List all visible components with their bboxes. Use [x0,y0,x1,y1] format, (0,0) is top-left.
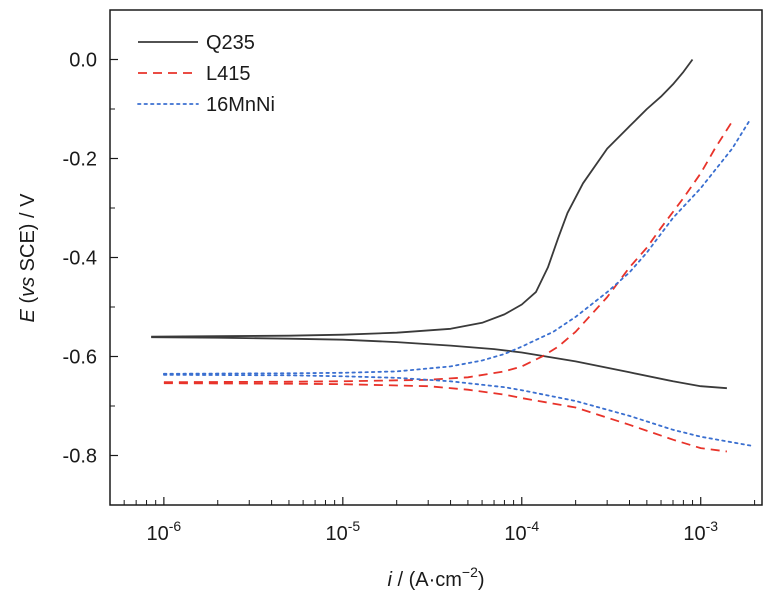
y-tick-label: -0.8 [63,446,97,468]
y-axis-title: E (vs SCE) / V [17,193,39,323]
legend: Q235 L415 16MnNi [137,32,275,116]
y-tick-label: -0.2 [63,149,97,171]
series-line-Q235-cathodic [151,336,727,390]
y-axis: 0.0 -0.2 -0.4 -0.6 -0.8 [63,9,118,506]
x-tick-label: 10-3 [683,518,718,545]
y-tick-label: 0.0 [69,50,97,72]
y-axis-title-var: E [17,308,39,322]
x-tick-mantissa: 10 [504,523,526,545]
series-line-L415-cathodic [163,382,728,453]
series-layer [151,58,752,453]
legend-label: Q235 [206,32,255,54]
x-axis-title: i / (A·cm−2) [387,564,484,591]
series-line-16MnNi-anodic [162,118,752,375]
x-tick-mantissa: 10 [325,523,347,545]
y-axis-title-unit: SCE) / V [17,193,39,277]
x-tick-exponent: -5 [348,518,361,534]
x-axis-title-close: ) [478,569,485,591]
x-axis-title-sup: −2 [462,564,478,580]
y-tick-label: -0.4 [63,248,97,270]
legend-label: 16MnNi [206,94,275,116]
series-line-16MnNi-cathodic [162,373,752,447]
y-axis-title-vs: vs [17,277,39,297]
x-tick-exponent: -4 [527,518,540,534]
x-tick-mantissa: 10 [683,523,705,545]
x-tick-exponent: -6 [169,518,182,534]
y-tick-label: -0.6 [63,347,97,369]
x-axis: 10-6 10-5 10-4 10-3 [109,497,756,545]
x-axis-title-unit: / (A·cm [392,569,462,591]
x-tick-label: 10-5 [325,518,360,545]
x-tick-label: 10-6 [147,518,182,545]
y-axis-title-open: ( [17,297,39,310]
series-line-Q235-anodic [151,58,694,338]
x-tick-exponent: -3 [706,518,719,534]
x-tick-label: 10-4 [504,518,539,545]
legend-label: L415 [206,63,251,85]
x-axis-title-var: i [387,569,392,591]
series-line-L415-anodic [163,120,733,384]
x-tick-mantissa: 10 [147,523,169,545]
